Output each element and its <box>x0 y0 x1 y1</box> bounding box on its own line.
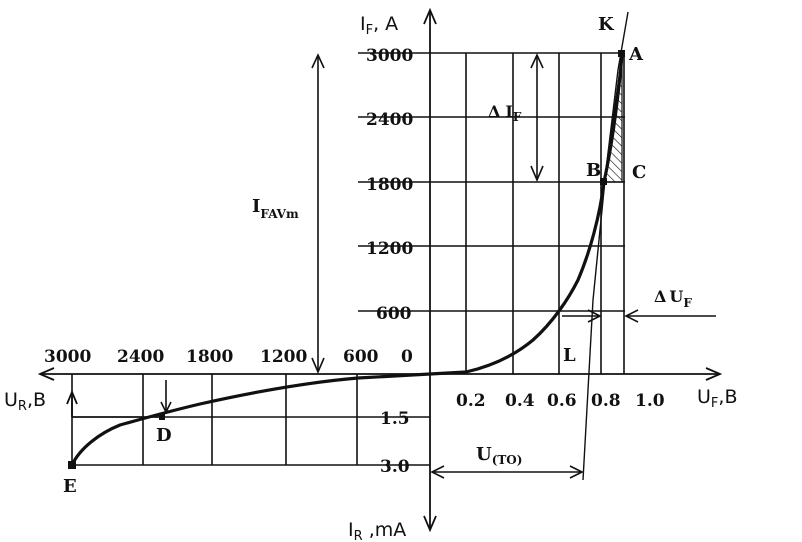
tick-uf-0-2: 0.2 <box>456 391 486 411</box>
x-axis-left-arrow <box>37 367 55 381</box>
label-delta-if: Δ IF <box>488 102 522 124</box>
tick-uf-1-0: 1.0 <box>635 391 665 411</box>
tick-if-0: 0 <box>401 347 413 367</box>
point-a-marker <box>618 50 625 57</box>
label-d: D <box>156 425 172 446</box>
axis-label-if: IF, A <box>360 13 398 38</box>
axes <box>37 7 723 533</box>
axis-label-ur: UR,B <box>4 389 46 414</box>
y-axis-top-arrow <box>423 7 437 25</box>
reverse-grid <box>71 374 430 466</box>
point-e-marker <box>68 461 76 469</box>
tick-uf-0-8: 0.8 <box>591 391 621 411</box>
tick-if-1800: 1800 <box>366 175 413 195</box>
tick-ur-600: 600 <box>343 347 379 367</box>
axis-label-uf: UF,B <box>697 386 737 411</box>
tick-if-1200: 1200 <box>366 239 413 259</box>
tick-uf-0-4: 0.4 <box>505 391 535 411</box>
y-axis-bottom-arrow <box>423 515 437 533</box>
x-axis-right-arrow <box>705 367 723 381</box>
uf-tick-labels: 0.2 0.4 0.6 0.8 1.0 <box>456 391 665 411</box>
label-uto: U(TO) <box>476 444 522 467</box>
label-l: L <box>563 345 576 366</box>
tick-ur-3000: 3000 <box>44 347 91 367</box>
hatched-triangle <box>603 54 623 183</box>
tick-ir-3-0: 3.0 <box>380 457 410 477</box>
label-k: K <box>598 14 615 35</box>
label-delta-uf: Δ UF <box>654 287 692 310</box>
tick-if-3000: 3000 <box>366 46 413 66</box>
dimension-lines <box>72 53 716 479</box>
ur-tick-labels: 3000 2400 1800 1200 600 <box>44 347 379 367</box>
label-c: C <box>632 162 646 183</box>
tick-uf-0-6: 0.6 <box>547 391 577 411</box>
tick-ir-1-5: 1.5 <box>380 409 410 429</box>
tick-ur-1200: 1200 <box>260 347 307 367</box>
point-b-marker <box>600 178 607 185</box>
axis-label-ir: IR ,mA <box>348 519 406 542</box>
reverse-curve <box>70 372 431 466</box>
tick-if-600: 600 <box>376 304 412 324</box>
point-labels: A B C D E K L <box>63 14 646 497</box>
if-tick-labels: 3000 2400 1800 1200 600 0 <box>366 46 413 367</box>
tick-ur-2400: 2400 <box>117 347 164 367</box>
tick-ur-1800: 1800 <box>186 347 233 367</box>
tick-if-2400: 2400 <box>366 110 413 130</box>
label-b: B <box>586 160 601 181</box>
label-a: A <box>628 44 644 65</box>
points <box>68 50 625 469</box>
label-e: E <box>63 476 77 497</box>
forward-curve <box>429 54 624 376</box>
label-ifavm: IFAVm <box>252 196 299 221</box>
ir-tick-labels: 1.5 3.0 <box>380 409 410 477</box>
